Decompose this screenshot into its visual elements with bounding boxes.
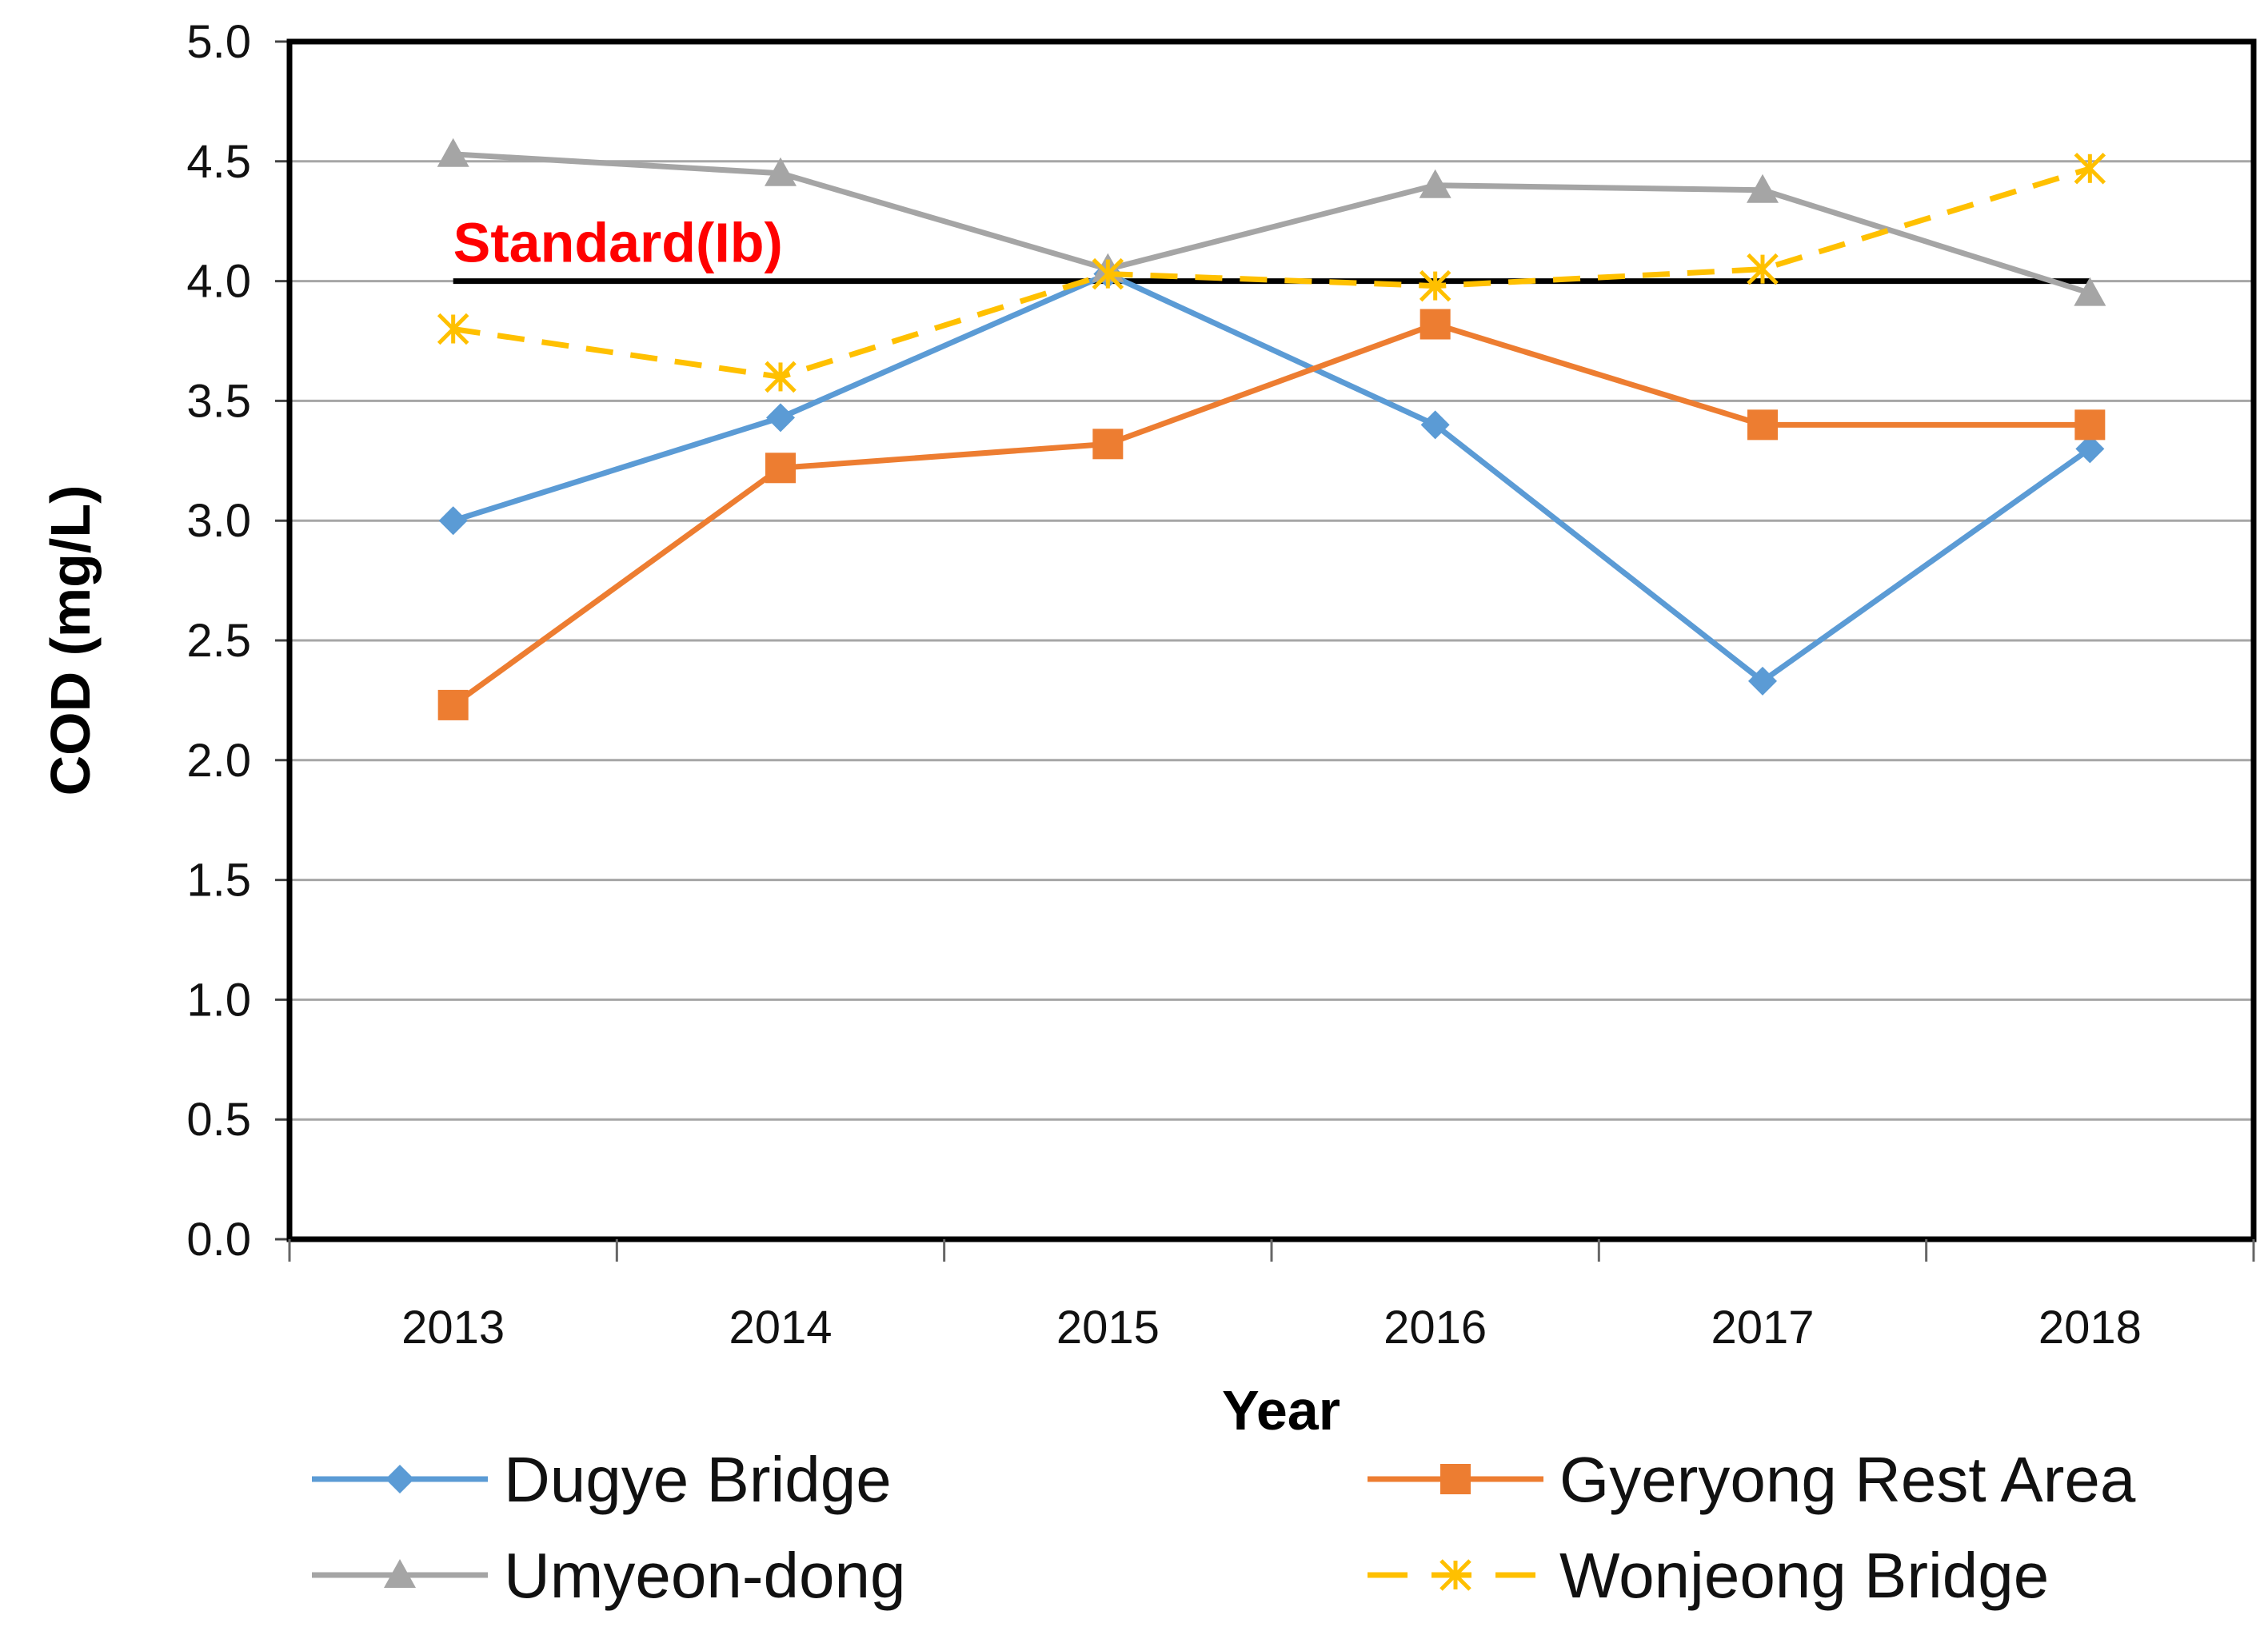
data-point — [437, 313, 469, 345]
series-line — [453, 165, 2091, 380]
data-point — [1092, 429, 1124, 460]
data-point — [765, 361, 797, 393]
y-tick-label: 2.0 — [186, 735, 251, 787]
legend-marker — [1439, 1559, 1471, 1591]
y-tick-label: 1.0 — [186, 974, 251, 1026]
series-line — [451, 321, 2090, 708]
y-axis-title: COD (mg/L) — [39, 485, 102, 796]
data-point — [1420, 410, 1450, 440]
legend-item: Umyeon-dong — [312, 1540, 906, 1611]
data-point — [437, 689, 469, 720]
legend-label: Umyeon-dong — [504, 1540, 906, 1611]
series-lines — [437, 138, 2106, 720]
standard-reference-label: Standard(Ib) — [453, 212, 783, 274]
data-point — [438, 506, 468, 536]
series-1 — [437, 309, 2106, 720]
data-point — [437, 138, 469, 167]
data-point — [1419, 269, 1451, 302]
data-point — [766, 403, 795, 433]
y-tick-label: 4.0 — [186, 256, 251, 308]
y-tick-label: 1.5 — [186, 855, 251, 907]
x-tick-label: 2014 — [729, 1302, 832, 1354]
series-line — [453, 151, 2091, 296]
y-tick-label: 0.0 — [186, 1214, 251, 1266]
data-point — [1419, 309, 1451, 340]
x-tick-label: 2013 — [401, 1302, 505, 1354]
legend-label: Gyeryong Rest Area — [1559, 1444, 2136, 1515]
legend: Dugye Bridge Gyeryong Rest Area Umyeon-don… — [312, 1444, 2136, 1611]
legend-label: Dugye Bridge — [504, 1444, 892, 1515]
data-point — [765, 157, 797, 186]
y-tick-label: 5.0 — [186, 16, 251, 68]
legend-marker — [1440, 1464, 1471, 1494]
legend-marker — [385, 1465, 414, 1493]
axes — [275, 38, 2257, 1262]
legend-item: Gyeryong Rest Area — [1368, 1444, 2136, 1515]
data-point — [2074, 153, 2106, 185]
data-point — [2075, 434, 2105, 464]
x-tick-label: 2016 — [1384, 1302, 1487, 1354]
series-3 — [437, 153, 2106, 393]
x-tick-label: 2017 — [1711, 1302, 1814, 1354]
legend-item: Wonjeong Bridge — [1368, 1540, 2049, 1611]
data-point — [1747, 173, 1779, 203]
data-point — [1092, 257, 1124, 290]
data-point — [2074, 409, 2106, 441]
data-point — [2074, 277, 2106, 306]
x-tick-label: 2015 — [1056, 1302, 1160, 1354]
legend-item: Dugye Bridge — [312, 1444, 892, 1515]
y-tick-label: 2.5 — [186, 615, 251, 667]
x-tick-label: 2018 — [2038, 1302, 2142, 1354]
series-line — [452, 271, 2092, 684]
data-point — [765, 453, 796, 484]
legend-marker — [384, 1559, 416, 1588]
y-tick-label: 4.5 — [186, 136, 251, 188]
legend-label: Wonjeong Bridge — [1559, 1540, 2049, 1611]
data-point — [1748, 666, 1777, 696]
data-point — [1747, 253, 1779, 285]
y-tick-label: 0.5 — [186, 1094, 251, 1146]
x-axis-title: Year — [1222, 1379, 1340, 1442]
data-point — [1419, 169, 1451, 198]
y-tick-label: 3.5 — [186, 375, 251, 427]
data-point — [1747, 409, 1778, 441]
tick-labels: 0.0 0.5 1.0 1.5 2.0 2.5 3.0 3.5 4.0 4.5 5.0 2013 201… — [186, 16, 2141, 1354]
reference-line-group: Standard(Ib) — [453, 212, 2090, 285]
y-tick-label: 3.0 — [186, 495, 251, 547]
